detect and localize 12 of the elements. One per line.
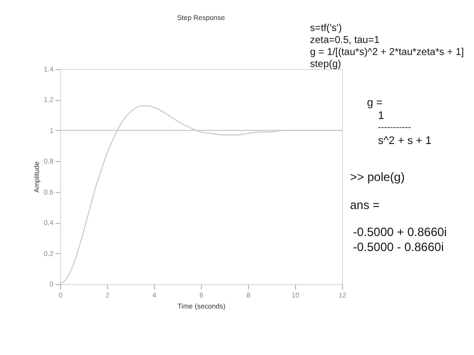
text: s^2 + s + 1 [378, 135, 432, 147]
text: zeta=0.5, tau=1 [310, 35, 380, 46]
text: g = [367, 97, 383, 109]
text: ans = [350, 198, 380, 212]
text: s=tf('s') [310, 23, 342, 34]
text: ----------- [378, 122, 411, 132]
text: -0.5000 + 0.8660i [353, 225, 447, 239]
text: >> pole(g) [350, 170, 405, 184]
annotation: step(g) [310, 59, 342, 70]
text: -0.5000 - 0.8660i [353, 240, 444, 254]
text: g = 1/[(tau*s)^2 + 2*tau*zeta*s + 1] [310, 47, 464, 58]
text: 1 [378, 110, 384, 122]
